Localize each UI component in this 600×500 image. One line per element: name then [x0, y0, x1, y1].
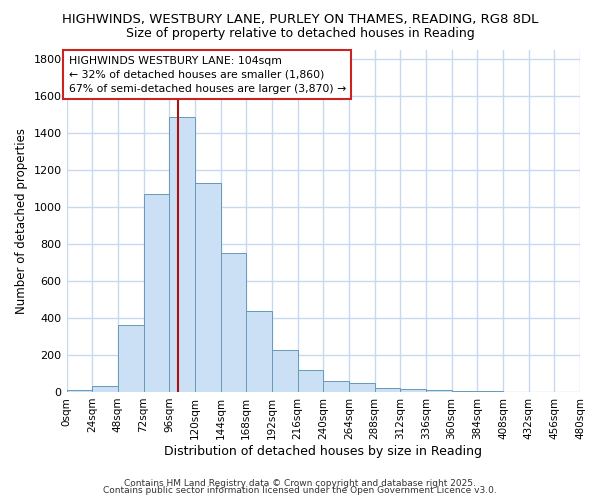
Bar: [349, 382, 374, 392]
Bar: [92, 386, 118, 392]
Bar: [272, 350, 298, 392]
Bar: [67, 390, 92, 392]
Bar: [195, 183, 221, 392]
Bar: [374, 388, 400, 392]
Text: Contains public sector information licensed under the Open Government Licence v3: Contains public sector information licen…: [103, 486, 497, 495]
Bar: [246, 310, 272, 392]
Text: HIGHWINDS WESTBURY LANE: 104sqm
← 32% of detached houses are smaller (1,860)
67%: HIGHWINDS WESTBURY LANE: 104sqm ← 32% of…: [68, 56, 346, 94]
Bar: [143, 194, 169, 392]
Bar: [426, 390, 452, 392]
Y-axis label: Number of detached properties: Number of detached properties: [15, 128, 28, 314]
Bar: [452, 391, 478, 392]
Bar: [221, 254, 246, 392]
Text: Size of property relative to detached houses in Reading: Size of property relative to detached ho…: [125, 28, 475, 40]
Text: HIGHWINDS, WESTBURY LANE, PURLEY ON THAMES, READING, RG8 8DL: HIGHWINDS, WESTBURY LANE, PURLEY ON THAM…: [62, 12, 538, 26]
Bar: [400, 389, 426, 392]
Bar: [323, 381, 349, 392]
Bar: [169, 116, 195, 392]
Bar: [118, 326, 143, 392]
Text: Contains HM Land Registry data © Crown copyright and database right 2025.: Contains HM Land Registry data © Crown c…: [124, 478, 476, 488]
Bar: [298, 370, 323, 392]
X-axis label: Distribution of detached houses by size in Reading: Distribution of detached houses by size …: [164, 444, 482, 458]
